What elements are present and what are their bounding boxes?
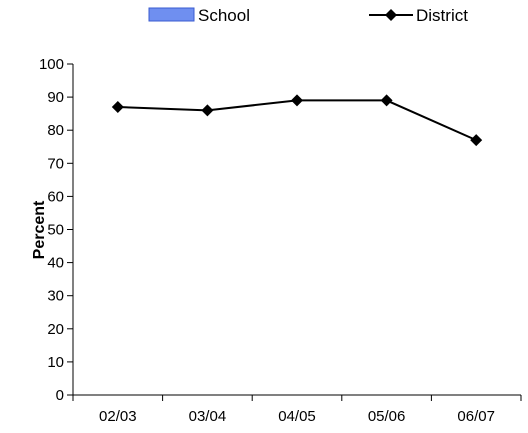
y-tick-label: 70 [47,155,64,172]
y-axis-title: Percent [31,200,48,259]
y-tick-label: 80 [47,122,64,139]
district-point [380,94,393,107]
district-point [111,101,124,114]
y-tick-label: 50 [47,222,64,239]
district-point [201,104,214,117]
legend-marker-district [385,9,397,21]
y-tick-label: 100 [39,56,64,73]
x-tick-label: 06/07 [457,408,495,425]
legend-swatch-school [148,7,195,22]
x-tick-label: 05/06 [368,408,406,425]
y-tick-label: 60 [47,188,64,205]
legend: School District [148,6,468,25]
district-point [291,94,303,107]
y-tick-label: 0 [56,387,64,404]
district-point [470,134,483,147]
y-tick-label: 90 [47,89,64,106]
y-tick-label: 30 [47,288,64,305]
legend-label-district: District [416,6,468,25]
y-ticks: 0 10 20 30 40 50 60 70 80 90 100 [39,56,73,404]
series-district [111,94,483,147]
x-tick-label: 02/03 [99,408,137,425]
x-ticks: 02/03 03/04 04/05 05/06 06/07 [72,395,522,425]
y-tick-label: 40 [47,255,64,272]
x-tick-label: 04/05 [278,408,316,425]
y-tick-label: 20 [47,321,64,338]
legend-label-school: School [198,6,250,25]
x-tick-label: 03/04 [189,408,227,425]
y-tick-label: 10 [47,354,64,371]
